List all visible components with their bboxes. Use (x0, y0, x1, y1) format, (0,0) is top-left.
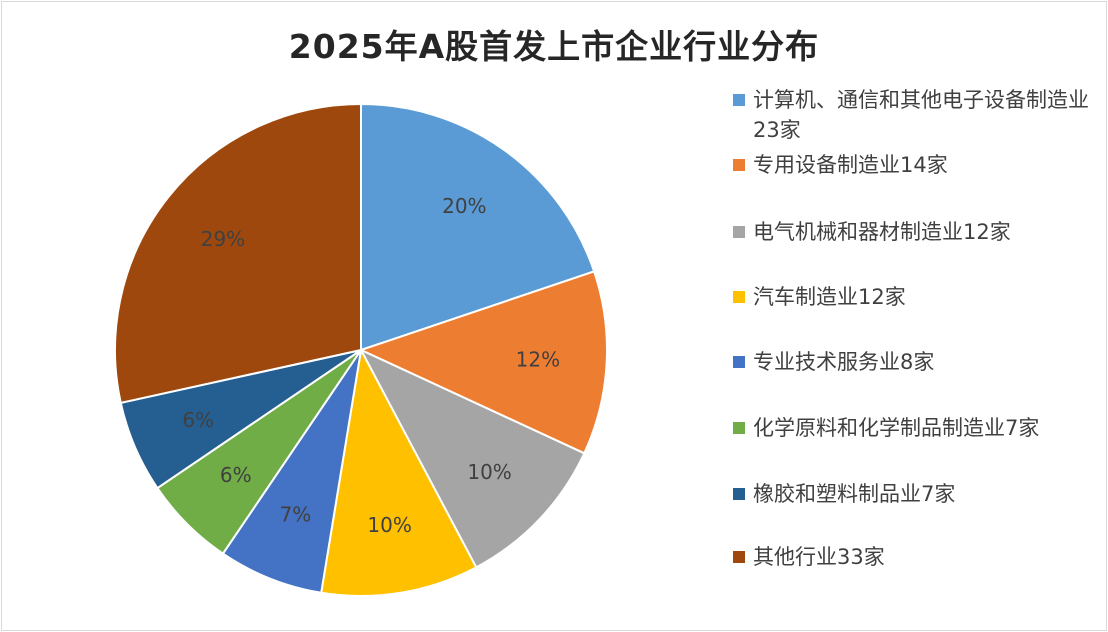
legend-swatch (733, 356, 745, 368)
pie-slice (358, 347, 586, 569)
legend-item: 计算机、通信和其他电子设备制造业23家 (730, 85, 1095, 145)
slice-data-label: 12% (516, 348, 560, 372)
legend-swatch (733, 226, 745, 238)
legend-label: 专用设备制造业14家 (753, 153, 948, 177)
legend-swatch (733, 94, 745, 106)
pie-slice (358, 270, 608, 455)
pie-slice (360, 102, 596, 352)
legend-item: 化学原料和化学制品制造业7家 (730, 413, 1095, 443)
legend-label: 计算机、通信和其他电子设备制造业23家 (753, 88, 1089, 142)
legend-item: 橡胶和塑料制品业7家 (730, 479, 1095, 509)
pie-slice (114, 102, 362, 405)
legend-swatch (733, 422, 745, 434)
slice-data-label: 29% (201, 227, 245, 251)
legend-item: 其他行业33家 (730, 542, 1095, 572)
slice-data-label: 10% (467, 460, 511, 484)
legend-label: 电气机械和器材制造业12家 (753, 220, 1011, 244)
pie-slice (221, 349, 362, 594)
legend-label: 其他行业33家 (753, 545, 885, 569)
legend-label: 汽车制造业12家 (753, 285, 906, 309)
legend-swatch (733, 159, 745, 171)
chart-title: 2025年A股首发上市企业行业分布 (288, 27, 820, 66)
legend-label: 化学原料和化学制品制造业7家 (753, 416, 1040, 440)
pie-slice (320, 346, 478, 597)
legend-item: 专业技术服务业8家 (730, 347, 1095, 377)
legend-label: 专业技术服务业8家 (753, 350, 935, 374)
slice-data-label: 10% (367, 513, 411, 537)
legend-item: 专用设备制造业14家 (730, 150, 1095, 180)
legend-item: 电气机械和器材制造业12家 (730, 217, 1095, 247)
legend-swatch (733, 488, 745, 500)
slice-data-label: 7% (280, 503, 312, 527)
slice-data-label: 6% (182, 408, 214, 432)
slice-data-label: 6% (220, 463, 252, 487)
slice-data-label: 20% (442, 194, 486, 218)
legend-label: 橡胶和塑料制品业7家 (753, 482, 956, 506)
legend-swatch (733, 291, 745, 303)
legend-swatch (733, 551, 745, 563)
legend-item: 汽车制造业12家 (730, 282, 1095, 312)
